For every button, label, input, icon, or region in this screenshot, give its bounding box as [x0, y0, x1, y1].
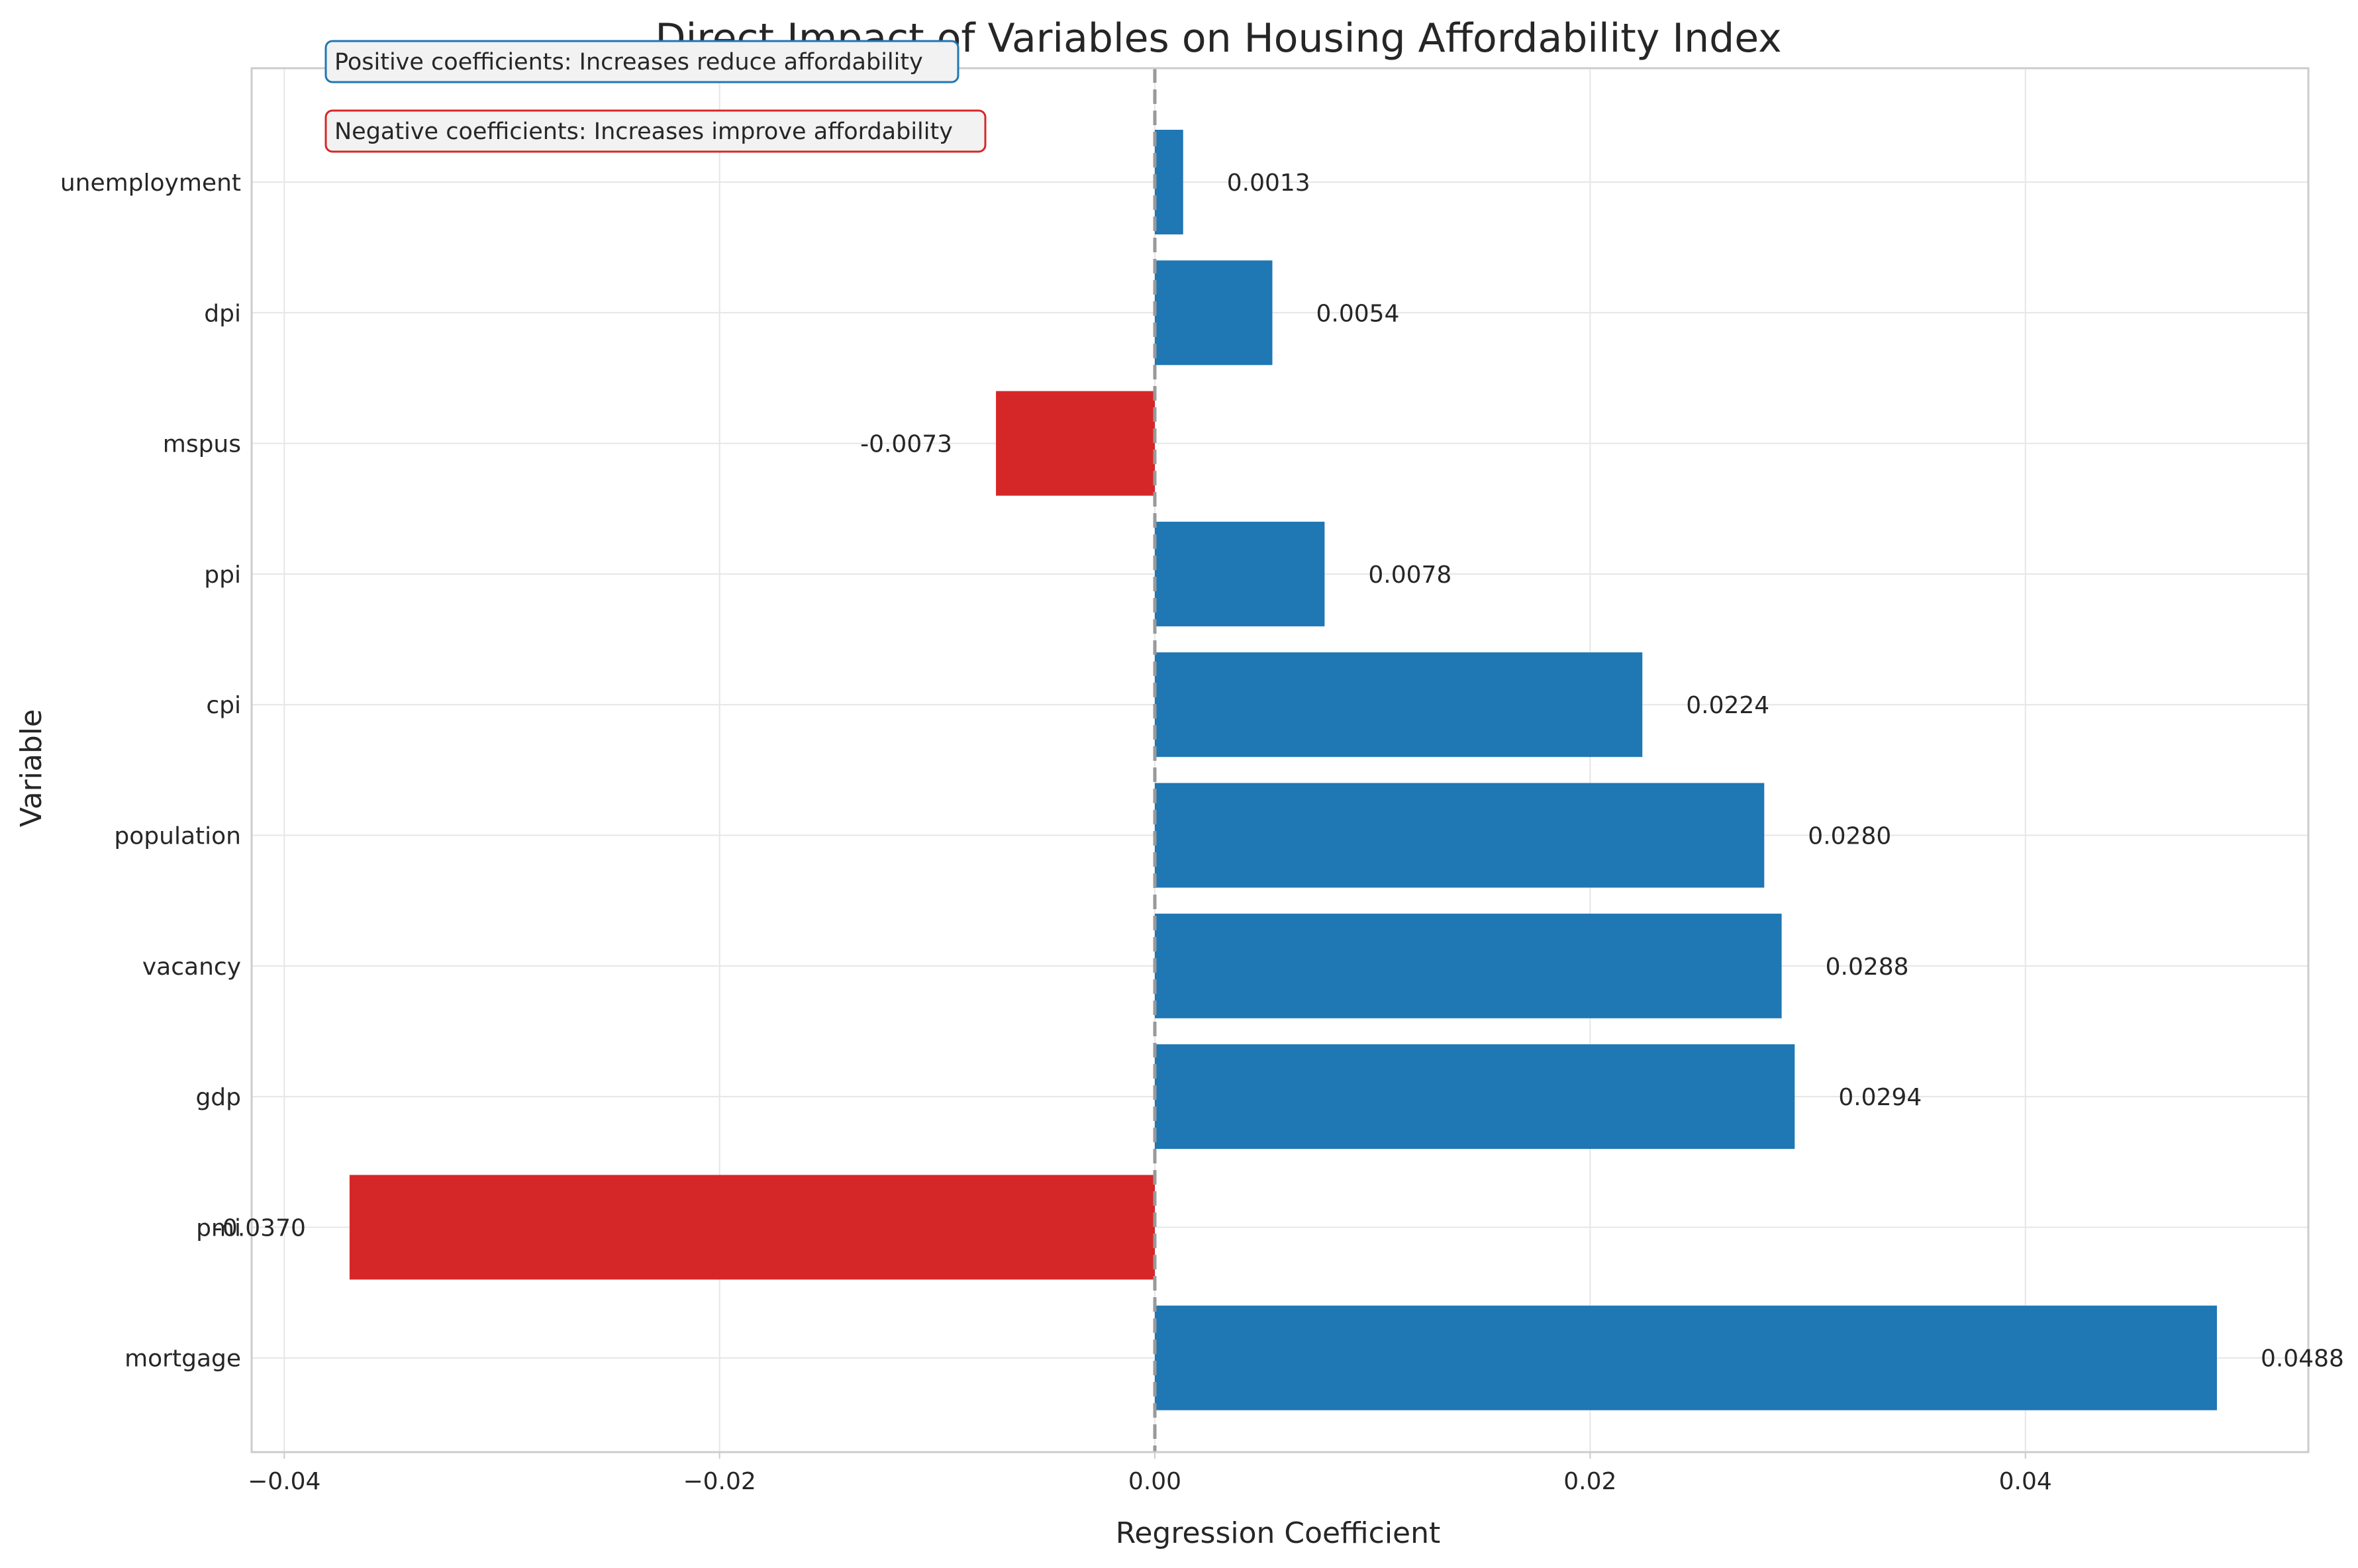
bar-vacancy — [1155, 913, 1782, 1018]
bar-value-label-unemployment: 0.0013 — [1227, 170, 1310, 197]
bar-value-label-gdp: 0.0294 — [1838, 1084, 1922, 1111]
y-tick-label-ppi: ppi — [204, 562, 241, 589]
annotation-negative-text: Negative coefficients: Increases improve… — [334, 119, 953, 145]
x-tick-label: −0.02 — [683, 1468, 756, 1495]
annotation-negative-box — [324, 109, 987, 153]
bar-gdp — [1155, 1044, 1795, 1150]
annotation-positive: Positive coefficients: Increases reduce … — [324, 40, 959, 83]
plot-frame — [250, 67, 2310, 1453]
x-tick-label: 0.02 — [1563, 1468, 1616, 1495]
bar-cpi — [1155, 652, 1643, 758]
bar-mspus — [996, 391, 1155, 496]
annotation-positive-text: Positive coefficients: Increases reduce … — [334, 49, 923, 75]
annotation-negative: Negative coefficients: Increases improve… — [324, 109, 987, 153]
bar-population — [1155, 783, 1765, 888]
x-tick-label: 0.04 — [1999, 1468, 2052, 1495]
x-axis-ticks: −0.04 −0.02 0.00 0.02 0.04 — [248, 1452, 2052, 1495]
y-tick-label-unemployment: unemployment — [60, 170, 241, 197]
bar-value-label-mortgage: 0.0488 — [2261, 1346, 2344, 1373]
y-tick-label-cpi: cpi — [206, 692, 241, 719]
x-axis-label: Regression Coefficient — [1116, 1516, 1441, 1550]
bar-dpi — [1155, 260, 1273, 366]
bar-value-label-pmi: -0.0370 — [214, 1214, 306, 1242]
y-tick-label-pmi: pmi — [196, 1214, 241, 1242]
y-tick-label-mortgage: mortgage — [124, 1346, 241, 1373]
y-tick-label-dpi: dpi — [204, 300, 241, 327]
x-tick-label: −0.04 — [248, 1468, 320, 1495]
bar-ppi — [1155, 521, 1325, 626]
bar-value-label-mspus: -0.0073 — [860, 431, 952, 458]
bar-value-label-cpi: 0.0224 — [1686, 692, 1769, 719]
bar-mortgage — [1155, 1305, 2217, 1410]
bars — [349, 130, 2217, 1410]
annotation-positive-box — [324, 40, 959, 83]
bar-value-labels: 0.0488 -0.0370 0.0294 0.0288 0.0280 0.0224 0.0… — [214, 170, 2344, 1373]
bar-value-label-dpi: 0.0054 — [1316, 300, 1399, 327]
bar-unemployment — [1155, 130, 1183, 234]
y-tick-label-gdp: gdp — [195, 1084, 241, 1111]
x-tick-label: 0.00 — [1128, 1468, 1181, 1495]
bar-value-label-vacancy: 0.0288 — [1826, 954, 1909, 981]
y-axis-label: Variable — [15, 709, 48, 827]
y-tick-label-population: population — [114, 823, 241, 850]
bar-value-label-population: 0.0280 — [1808, 823, 1891, 850]
bar-value-label-ppi: 0.0078 — [1368, 562, 1451, 589]
y-tick-label-vacancy: vacancy — [142, 954, 241, 981]
y-axis-ticks: mortgage pmi gdp vacancy population cpi ppi msp… — [60, 170, 241, 1373]
y-tick-label-mspus: mspus — [163, 431, 241, 458]
bar-pmi — [349, 1175, 1155, 1280]
